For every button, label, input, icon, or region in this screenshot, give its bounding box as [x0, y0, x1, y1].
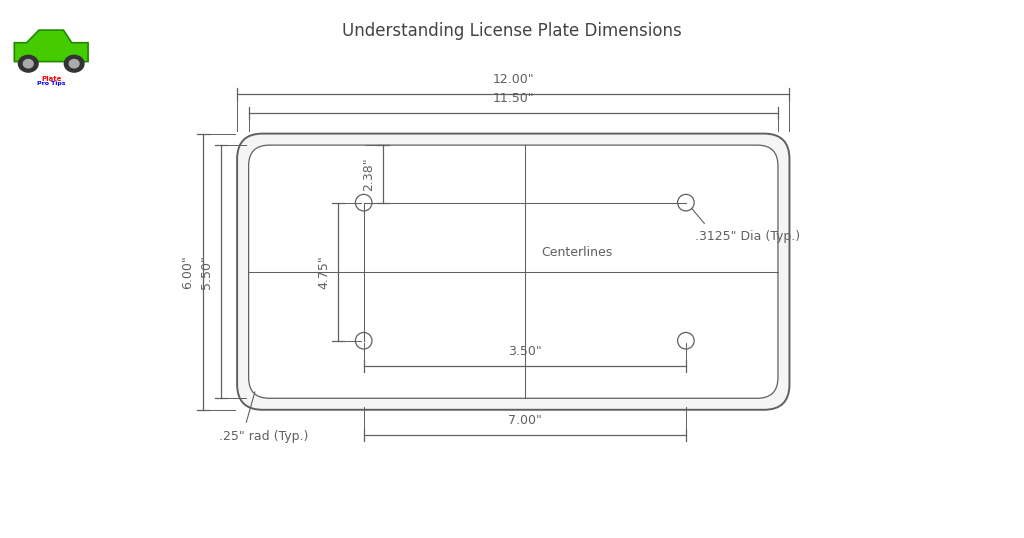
Circle shape	[18, 55, 38, 72]
Text: 11.50": 11.50"	[493, 91, 535, 104]
FancyBboxPatch shape	[249, 145, 778, 398]
Text: Centerlines: Centerlines	[541, 246, 612, 259]
Text: Pro Tips: Pro Tips	[37, 81, 66, 87]
Text: 3.50": 3.50"	[508, 345, 542, 358]
Text: .25" rad (Typ.): .25" rad (Typ.)	[219, 430, 308, 443]
Text: 12.00": 12.00"	[493, 73, 535, 86]
Circle shape	[65, 55, 84, 72]
Text: 7.00": 7.00"	[508, 414, 542, 427]
Circle shape	[70, 60, 79, 68]
Text: Understanding License Plate Dimensions: Understanding License Plate Dimensions	[342, 22, 682, 39]
Polygon shape	[14, 30, 88, 62]
Circle shape	[24, 60, 33, 68]
Text: 5.50": 5.50"	[200, 255, 213, 288]
Text: 4.75": 4.75"	[317, 255, 330, 288]
Text: .3125" Dia (Typ.): .3125" Dia (Typ.)	[695, 230, 800, 243]
FancyBboxPatch shape	[238, 133, 790, 410]
Text: 6.00": 6.00"	[181, 255, 195, 288]
Text: Plate: Plate	[41, 76, 61, 82]
Text: 2.38": 2.38"	[361, 157, 375, 190]
